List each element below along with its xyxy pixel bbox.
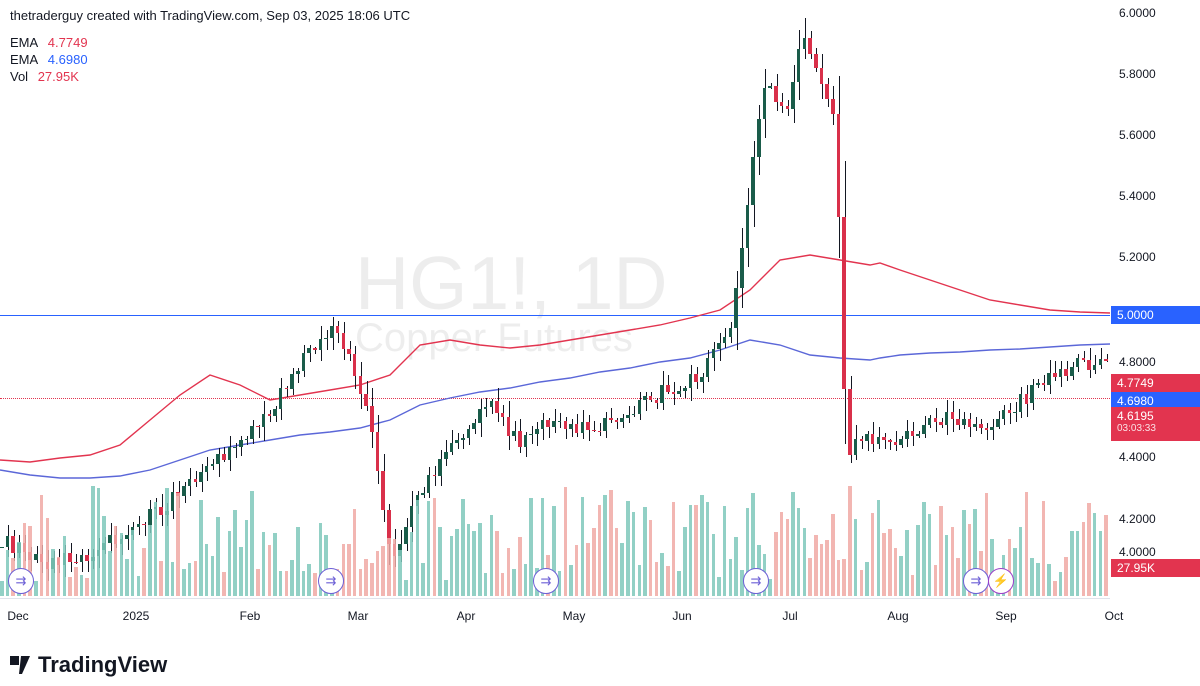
x-axis-label: Jul xyxy=(782,609,797,623)
tradingview-logo: TradingView xyxy=(10,652,167,678)
x-axis-label: Apr xyxy=(457,609,476,623)
x-axis-label: Sep xyxy=(995,609,1016,623)
time-axis[interactable]: Dec 2025 Feb Mar Apr May Jun Jul Aug Sep… xyxy=(0,598,1110,638)
price-tick: 4.0000 xyxy=(1119,545,1156,559)
timeline-bolt-marker[interactable]: ⚡ xyxy=(988,568,1014,594)
price-tick: 4.4000 xyxy=(1119,450,1156,464)
price-tick: 4.8000 xyxy=(1119,355,1156,369)
timeline-nav-marker[interactable]: ⇉ xyxy=(743,568,769,594)
x-axis-label: May xyxy=(563,609,586,623)
x-axis-label: Aug xyxy=(887,609,908,623)
timeline-nav-marker[interactable]: ⇉ xyxy=(8,568,34,594)
current-ema-fast-label: 4.7749 xyxy=(1111,374,1200,392)
x-axis-label: Dec xyxy=(7,609,28,623)
x-axis-label: Feb xyxy=(240,609,261,623)
timeline-nav-marker[interactable]: ⇉ xyxy=(533,568,559,594)
price-tick: 6.0000 xyxy=(1119,6,1156,20)
current-volume-label: 27.95K xyxy=(1111,559,1200,577)
timeline-nav-marker[interactable]: ⇉ xyxy=(318,568,344,594)
price-axis[interactable]: 6.0000 5.8000 5.6000 5.4000 5.2000 5.000… xyxy=(1111,0,1200,596)
x-axis-label: Mar xyxy=(348,609,369,623)
timeline-nav-marker[interactable]: ⇉ xyxy=(963,568,989,594)
x-axis-label: Jun xyxy=(672,609,691,623)
price-tick: 4.2000 xyxy=(1119,512,1156,526)
tradingview-chart-window: thetraderguy created with TradingView.co… xyxy=(0,0,1200,686)
x-axis-label: Oct xyxy=(1105,609,1124,623)
price-tick: 5.6000 xyxy=(1119,128,1156,142)
candlestick-plot-area[interactable]: ⇉ ⇉ ⇉ ⇉ ⇉ ⚡ xyxy=(0,0,1110,596)
price-tick-highlighted: 5.0000 xyxy=(1111,306,1200,324)
price-tick: 5.8000 xyxy=(1119,67,1156,81)
price-tick: 5.2000 xyxy=(1119,250,1156,264)
price-tick: 5.4000 xyxy=(1119,189,1156,203)
x-axis-label: 2025 xyxy=(123,609,150,623)
current-last-price-label: 4.6195 03:03:33 xyxy=(1111,407,1200,441)
tradingview-logo-icon xyxy=(10,654,32,676)
